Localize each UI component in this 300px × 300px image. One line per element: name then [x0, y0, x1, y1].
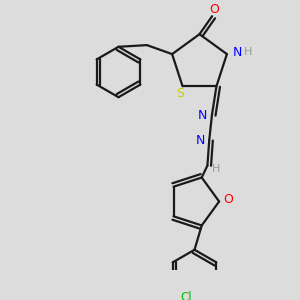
Text: N: N	[233, 46, 242, 59]
Text: Cl: Cl	[180, 291, 192, 300]
Text: O: O	[223, 193, 233, 206]
Text: O: O	[209, 3, 219, 16]
Text: H: H	[244, 47, 253, 57]
Text: H: H	[212, 164, 220, 174]
Text: N: N	[198, 109, 208, 122]
Text: N: N	[196, 134, 205, 147]
Text: S: S	[176, 87, 184, 100]
